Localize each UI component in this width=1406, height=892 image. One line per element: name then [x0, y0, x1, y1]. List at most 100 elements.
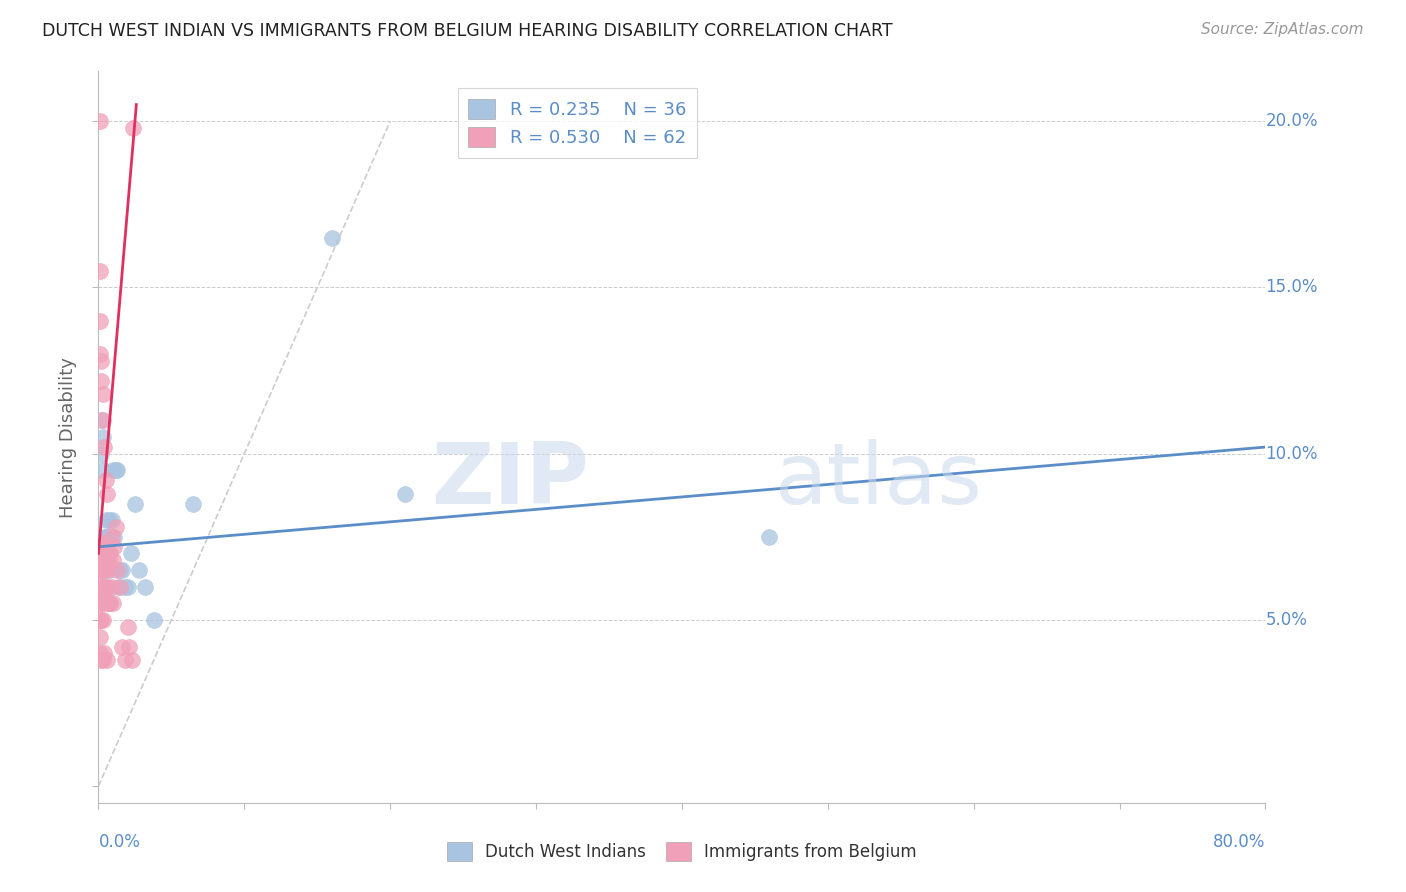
Point: [97, 546, 120, 560]
Point: [104, 463, 127, 477]
Point: [100, 513, 122, 527]
Point: [94, 596, 117, 610]
Point: [110, 563, 132, 577]
Point: [89, 630, 111, 644]
Point: [96, 563, 118, 577]
Point: [91, 413, 114, 427]
Point: [91, 546, 114, 560]
Point: [118, 640, 141, 654]
Point: [91, 613, 114, 627]
Point: [101, 596, 124, 610]
Point: [100, 580, 122, 594]
Point: [98, 530, 121, 544]
Point: [105, 463, 128, 477]
Point: [105, 563, 128, 577]
Point: [93, 546, 115, 560]
Y-axis label: Hearing Disability: Hearing Disability: [59, 357, 77, 517]
Point: [91, 387, 114, 401]
Point: [94, 530, 117, 544]
Point: [128, 563, 150, 577]
Text: 10.0%: 10.0%: [1265, 445, 1317, 463]
Point: [89, 563, 111, 577]
Point: [121, 653, 143, 667]
Point: [94, 513, 117, 527]
Point: [94, 473, 117, 487]
Text: 80.0%: 80.0%: [1213, 833, 1265, 851]
Point: [103, 540, 125, 554]
Text: 5.0%: 5.0%: [1265, 611, 1308, 629]
Point: [90, 413, 112, 427]
Point: [104, 520, 127, 534]
Point: [89, 546, 111, 560]
Point: [89, 114, 111, 128]
Point: [96, 580, 118, 594]
Point: [124, 497, 146, 511]
Point: [90, 613, 112, 627]
Point: [122, 120, 145, 135]
Point: [93, 580, 115, 594]
Point: [89, 613, 111, 627]
Point: [91, 563, 114, 577]
Point: [114, 580, 136, 594]
Text: 20.0%: 20.0%: [1265, 112, 1317, 130]
Point: [91, 563, 114, 577]
Point: [181, 497, 204, 511]
Point: [98, 563, 121, 577]
Point: [97, 553, 120, 567]
Point: [94, 553, 117, 567]
Point: [93, 563, 115, 577]
Point: [91, 596, 114, 610]
Point: [91, 430, 114, 444]
Point: [114, 653, 136, 667]
Point: [90, 596, 112, 610]
Point: [96, 546, 118, 560]
Point: [90, 447, 112, 461]
Text: ZIP: ZIP: [430, 440, 589, 523]
Text: Source: ZipAtlas.com: Source: ZipAtlas.com: [1201, 22, 1364, 37]
Point: [120, 546, 142, 560]
Point: [111, 640, 134, 654]
Text: 0.0%: 0.0%: [98, 833, 141, 851]
Point: [91, 580, 114, 594]
Text: 15.0%: 15.0%: [1265, 278, 1317, 296]
Text: atlas: atlas: [775, 440, 983, 523]
Point: [758, 530, 780, 544]
Point: [89, 264, 111, 278]
Point: [97, 513, 120, 527]
Point: [97, 596, 120, 610]
Point: [117, 619, 139, 633]
Point: [90, 563, 112, 577]
Point: [93, 530, 115, 544]
Text: DUTCH WEST INDIAN VS IMMIGRANTS FROM BELGIUM HEARING DISABILITY CORRELATION CHAR: DUTCH WEST INDIAN VS IMMIGRANTS FROM BEL…: [42, 22, 893, 40]
Point: [142, 613, 165, 627]
Point: [90, 580, 112, 594]
Point: [96, 580, 118, 594]
Point: [111, 563, 134, 577]
Point: [89, 646, 111, 660]
Point: [89, 314, 111, 328]
Point: [96, 486, 118, 500]
Point: [89, 347, 111, 361]
Point: [98, 596, 121, 610]
Point: [93, 646, 115, 660]
Point: [110, 580, 132, 594]
Point: [101, 553, 124, 567]
Point: [93, 440, 115, 454]
Point: [91, 463, 114, 477]
Point: [90, 374, 112, 388]
Point: [101, 463, 124, 477]
Legend: Dutch West Indians, Immigrants from Belgium: Dutch West Indians, Immigrants from Belg…: [440, 835, 924, 868]
Point: [108, 580, 131, 594]
Point: [91, 653, 114, 667]
Point: [117, 580, 139, 594]
Point: [103, 530, 125, 544]
Point: [394, 486, 416, 500]
Point: [96, 653, 118, 667]
Point: [89, 596, 111, 610]
Point: [90, 353, 112, 368]
Point: [93, 563, 115, 577]
Point: [90, 653, 112, 667]
Point: [94, 540, 117, 554]
Point: [134, 580, 156, 594]
Point: [89, 553, 111, 567]
